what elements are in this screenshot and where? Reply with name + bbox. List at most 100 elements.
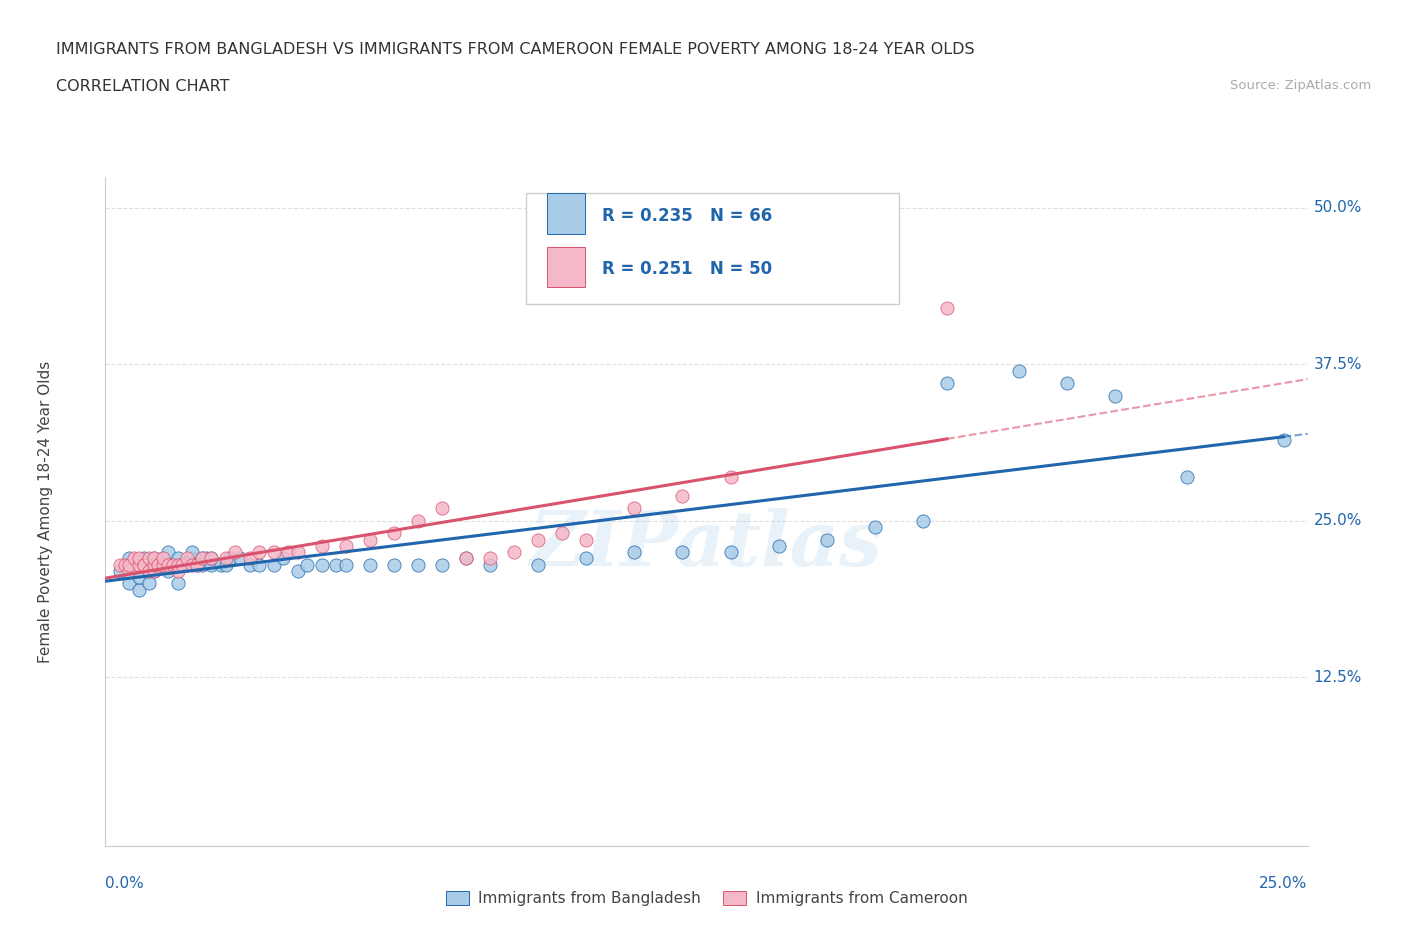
Point: [214, 557, 236, 572]
Point: [114, 557, 136, 572]
Point: [224, 545, 246, 560]
Point: [229, 551, 252, 565]
Point: [200, 551, 222, 565]
Point: [118, 551, 141, 565]
Text: 37.5%: 37.5%: [1313, 357, 1362, 372]
Point: [1175, 470, 1198, 485]
Point: [720, 545, 742, 560]
Point: [156, 545, 179, 560]
Point: [239, 557, 262, 572]
Point: [406, 513, 429, 528]
Point: [936, 376, 959, 391]
Point: [527, 557, 550, 572]
Point: [335, 538, 357, 553]
Text: 25.0%: 25.0%: [1313, 513, 1362, 528]
Point: [1008, 364, 1031, 379]
Point: [118, 564, 141, 578]
Point: [128, 551, 150, 565]
Point: [166, 557, 188, 572]
Point: [575, 532, 598, 547]
Point: [124, 551, 146, 565]
Point: [503, 545, 526, 560]
Point: [181, 551, 204, 565]
Point: [406, 557, 429, 572]
Point: [287, 545, 309, 560]
Point: [720, 470, 742, 485]
Text: R = 0.251   N = 50: R = 0.251 N = 50: [602, 260, 772, 278]
Point: [479, 557, 502, 572]
Point: [527, 532, 550, 547]
Point: [273, 551, 295, 565]
Point: [863, 520, 886, 535]
Point: [156, 557, 179, 572]
Point: [575, 551, 598, 565]
Point: [176, 557, 198, 572]
Point: [200, 551, 222, 565]
Point: [623, 545, 645, 560]
Point: [335, 557, 357, 572]
Point: [181, 557, 204, 572]
Point: [190, 551, 212, 565]
Point: [479, 551, 502, 565]
Point: [128, 582, 150, 597]
Point: [936, 300, 959, 315]
Point: [138, 564, 160, 578]
FancyBboxPatch shape: [547, 247, 585, 287]
Point: [277, 545, 299, 560]
Point: [430, 501, 453, 516]
Point: [166, 551, 188, 565]
Text: 50.0%: 50.0%: [1313, 201, 1362, 216]
Point: [382, 526, 405, 541]
Point: [166, 576, 188, 591]
Point: [219, 551, 242, 565]
Point: [166, 564, 188, 578]
Point: [454, 551, 477, 565]
Point: [263, 545, 285, 560]
Legend: Immigrants from Bangladesh, Immigrants from Cameroon: Immigrants from Bangladesh, Immigrants f…: [440, 885, 973, 912]
Point: [176, 551, 198, 565]
Point: [190, 557, 212, 572]
Point: [132, 557, 155, 572]
Point: [142, 557, 165, 572]
Point: [132, 557, 155, 572]
Point: [142, 557, 165, 572]
Point: [181, 545, 204, 560]
Point: [156, 564, 179, 578]
Point: [815, 532, 838, 547]
Point: [152, 557, 174, 572]
Point: [148, 557, 170, 572]
Text: Source: ZipAtlas.com: Source: ZipAtlas.com: [1230, 79, 1371, 92]
Point: [239, 551, 262, 565]
Point: [132, 551, 155, 565]
Point: [454, 551, 477, 565]
Point: [152, 557, 174, 572]
Text: Female Poverty Among 18-24 Year Olds: Female Poverty Among 18-24 Year Olds: [38, 361, 53, 663]
Point: [118, 557, 141, 572]
FancyBboxPatch shape: [547, 193, 585, 233]
Point: [118, 576, 141, 591]
Point: [1104, 389, 1126, 404]
FancyBboxPatch shape: [526, 193, 898, 304]
Point: [247, 545, 270, 560]
Point: [186, 557, 208, 572]
Text: R = 0.235   N = 66: R = 0.235 N = 66: [602, 206, 772, 224]
Point: [911, 513, 934, 528]
Point: [623, 501, 645, 516]
Text: CORRELATION CHART: CORRELATION CHART: [56, 79, 229, 94]
Point: [172, 557, 194, 572]
Point: [297, 557, 319, 572]
Point: [359, 557, 381, 572]
Point: [138, 576, 160, 591]
Point: [551, 526, 574, 541]
Point: [108, 557, 131, 572]
Point: [186, 557, 208, 572]
Point: [142, 551, 165, 565]
Point: [263, 557, 285, 572]
Text: IMMIGRANTS FROM BANGLADESH VS IMMIGRANTS FROM CAMEROON FEMALE POVERTY AMONG 18-2: IMMIGRANTS FROM BANGLADESH VS IMMIGRANTS…: [56, 42, 974, 57]
Point: [311, 538, 333, 553]
Text: ZIPatlas: ZIPatlas: [530, 508, 883, 582]
Point: [152, 551, 174, 565]
Text: 0.0%: 0.0%: [105, 876, 145, 892]
Point: [1056, 376, 1078, 391]
Point: [128, 557, 150, 572]
